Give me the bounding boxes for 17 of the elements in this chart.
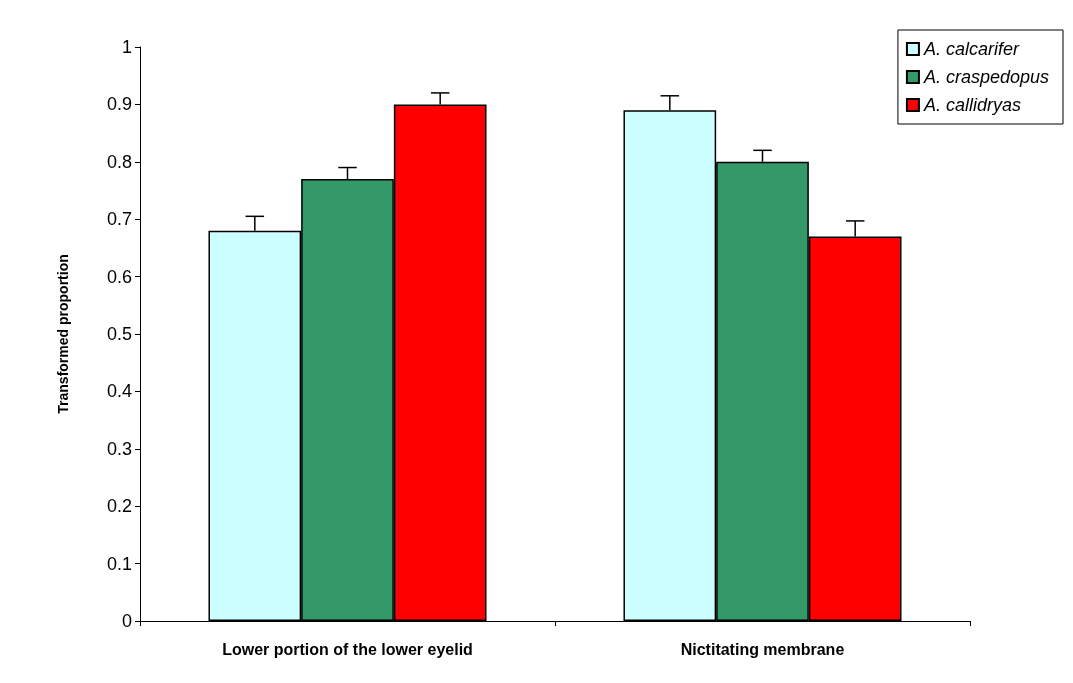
y-tick-label: 0.3: [106, 438, 132, 459]
legend-label: A. callidryas: [922, 95, 1021, 115]
y-tick-label: 0.1: [106, 553, 132, 574]
y-axis-title: Transformed proportion: [55, 254, 71, 414]
y-tick-label: 0.7: [106, 209, 132, 230]
y-tick-label: 0.4: [106, 381, 132, 402]
x-tick-label: Nictitating membrane: [680, 640, 845, 658]
legend-label: A. calcarifer: [922, 39, 1020, 59]
legend-label: A. craspedopus: [922, 67, 1049, 87]
y-tick-label: 0.5: [106, 324, 132, 344]
y-tick-label: 0.2: [106, 496, 132, 517]
y-tick-label: 0.8: [106, 151, 132, 172]
y-tick-label: 0.6: [106, 266, 132, 287]
y-tick-label: 1: [121, 37, 132, 57]
x-tick-label: Lower portion of the lower eyelid: [222, 640, 473, 658]
y-tick-label: 0.9: [106, 94, 132, 115]
y-tick-label: 0: [121, 611, 132, 631]
